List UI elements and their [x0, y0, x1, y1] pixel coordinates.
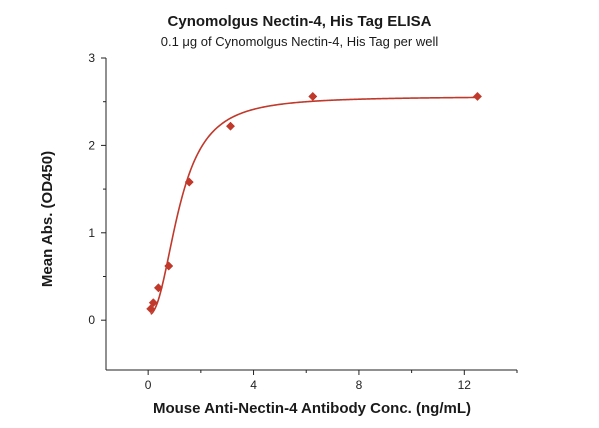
data-point: [225, 121, 236, 131]
data-point: [164, 261, 174, 271]
fit-curve: [150, 96, 478, 315]
data-point: [308, 91, 318, 102]
chart-subtitle: 0.1 μg of Cynomolgus Nectin-4, His Tag p…: [160, 34, 439, 49]
data-point: [153, 283, 163, 293]
data-point: [148, 298, 158, 308]
x-tick-label: 12: [458, 378, 472, 392]
x-tick-label: 4: [250, 378, 257, 392]
x-tick-label: 8: [356, 378, 363, 392]
y-tick-label: 0: [88, 313, 95, 327]
y-tick-label: 2: [88, 138, 95, 152]
x-tick-label: 0: [145, 378, 152, 392]
x-axis-label: Mouse Anti-Nectin-4 Antibody Conc. (ng/m…: [153, 400, 471, 417]
data-point: [184, 177, 194, 187]
y-tick-label: 3: [88, 51, 95, 65]
y-tick-label: 1: [88, 226, 95, 240]
chart-title: Cynomolgus Nectin-4, His Tag ELISA: [167, 13, 432, 30]
data-point: [472, 91, 483, 102]
y-axis-label: Mean Abs. (OD450): [39, 151, 56, 287]
